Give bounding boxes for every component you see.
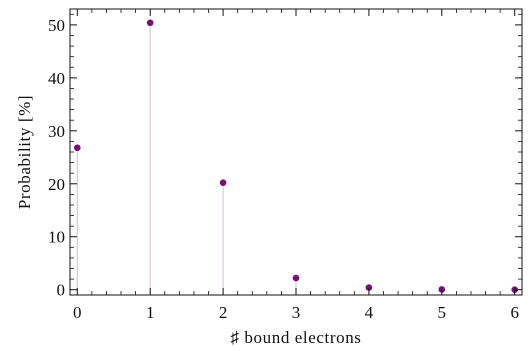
y-tick-label-30: 30 xyxy=(48,122,65,141)
stems-layer xyxy=(76,22,443,290)
y-tick-label-20: 20 xyxy=(48,175,65,194)
data-point-2 xyxy=(219,179,227,187)
x-axis-label: ♯ bound electrons xyxy=(230,328,361,347)
y-tick-label-50: 50 xyxy=(48,16,65,35)
data-point-1 xyxy=(146,19,154,27)
x-tick-label-6: 6 xyxy=(510,303,519,322)
y-tick-label-10: 10 xyxy=(48,228,65,247)
data-point-0 xyxy=(73,144,81,152)
y-tick-label-0: 0 xyxy=(57,281,66,300)
x-tick-label-1: 1 xyxy=(146,303,155,322)
data-point-3 xyxy=(292,274,300,282)
x-tick-label-2: 2 xyxy=(219,303,228,322)
labels-layer: 0 1 2 3 4 5 6 0 10 20 30 40 50 xyxy=(48,16,519,322)
data-point-4 xyxy=(365,284,373,291)
ticks-layer xyxy=(70,9,522,295)
x-tick-label-3: 3 xyxy=(292,303,301,322)
x-tick-label-0: 0 xyxy=(73,303,82,322)
y-tick-label-40: 40 xyxy=(48,69,65,88)
plot-frame xyxy=(69,8,523,296)
x-tick-label-5: 5 xyxy=(438,303,447,322)
x-tick-label-4: 4 xyxy=(365,303,374,322)
points-layer xyxy=(73,19,519,294)
y-axis-label: Probability [%] xyxy=(15,95,34,209)
